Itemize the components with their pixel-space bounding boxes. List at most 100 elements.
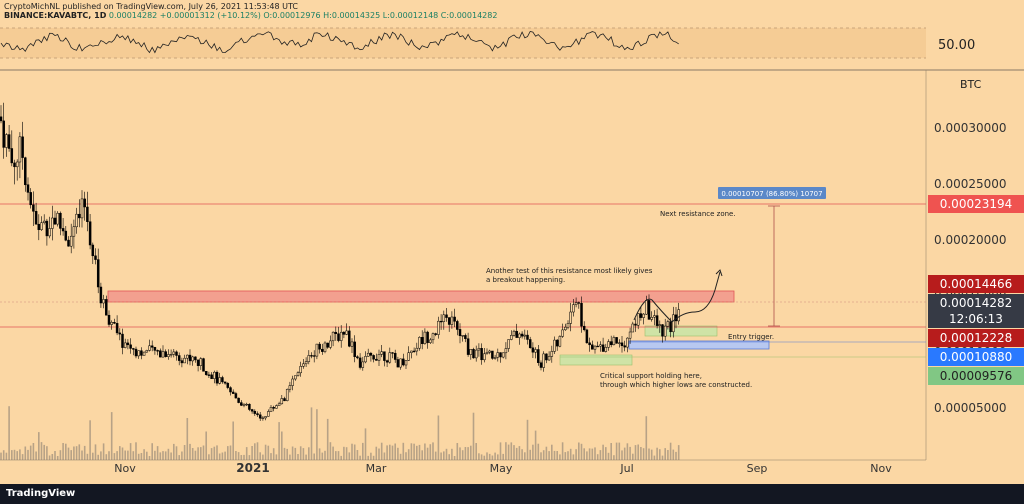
candle-body bbox=[283, 398, 286, 402]
candle-body bbox=[199, 358, 203, 366]
candle-body bbox=[607, 341, 610, 348]
candle-body bbox=[10, 148, 14, 164]
volume-bar bbox=[677, 445, 680, 460]
volume-bar bbox=[286, 448, 288, 460]
candle-body bbox=[88, 221, 92, 246]
chart-canvas[interactable]: 50.00 BTC 0.000050000.000100000.00015000… bbox=[0, 0, 1024, 484]
symbol-name: BINANCE:KAVABTC, 1D bbox=[4, 11, 107, 20]
volume-bar bbox=[386, 445, 388, 460]
volume-bar bbox=[178, 455, 180, 460]
candle-body bbox=[596, 345, 599, 348]
brand-logo[interactable]: TradingView bbox=[6, 488, 76, 499]
candle-body bbox=[399, 358, 402, 368]
price-label-last: 0.00014282 12:06:13 bbox=[928, 294, 1024, 328]
candle-body bbox=[202, 358, 205, 372]
volume-bar bbox=[348, 452, 351, 460]
candle-body bbox=[186, 354, 189, 359]
candle-body bbox=[628, 331, 632, 339]
candle-body bbox=[161, 351, 165, 358]
volume-bar bbox=[426, 447, 429, 460]
volume-bar bbox=[380, 442, 383, 460]
volume-bar bbox=[248, 455, 251, 460]
indicator-value-label: 50.00 bbox=[938, 38, 975, 53]
volume-bar bbox=[542, 450, 545, 460]
volume-bars bbox=[0, 406, 680, 460]
volume-bar bbox=[453, 456, 456, 460]
volume-bar bbox=[578, 442, 580, 460]
annotation-resistance-test-line1: Another test of this resistance most lik… bbox=[486, 267, 653, 275]
candle-body bbox=[450, 316, 454, 325]
candle-body bbox=[221, 377, 224, 383]
volume-bar bbox=[213, 446, 216, 460]
candle-body bbox=[393, 352, 397, 360]
candle-body bbox=[45, 220, 49, 237]
volume-bar bbox=[575, 449, 577, 460]
candle-body bbox=[574, 302, 578, 305]
candle-body bbox=[372, 355, 375, 360]
volume-bar bbox=[189, 443, 191, 460]
measure-badge-text: 0.00010707 (86.80%) 10707 bbox=[721, 190, 822, 198]
volume-bar bbox=[410, 443, 413, 460]
volume-bar bbox=[89, 420, 91, 460]
candle-body bbox=[672, 314, 675, 333]
candle-body bbox=[464, 335, 467, 339]
indicator-line bbox=[0, 31, 679, 54]
candle-body bbox=[42, 220, 46, 223]
volume-bar bbox=[59, 450, 62, 460]
candle-body bbox=[496, 352, 500, 358]
candle-body bbox=[156, 350, 159, 352]
volume-bar bbox=[135, 442, 137, 460]
candle-body bbox=[469, 349, 473, 355]
volume-bar bbox=[65, 443, 67, 460]
candle-body bbox=[299, 366, 302, 374]
candle-body bbox=[321, 348, 324, 352]
candle-body bbox=[666, 321, 670, 327]
unit-label: BTC bbox=[960, 78, 982, 91]
volume-bar bbox=[418, 444, 421, 460]
candle-body bbox=[91, 244, 95, 257]
entry-zone bbox=[644, 325, 718, 337]
volume-bar bbox=[602, 444, 604, 460]
volume-bar bbox=[202, 445, 205, 460]
candle-body bbox=[326, 342, 329, 348]
volume-bar bbox=[243, 454, 245, 460]
candle-body bbox=[561, 329, 564, 337]
candle-body bbox=[102, 299, 105, 304]
candle-body bbox=[477, 348, 481, 351]
volume-bar bbox=[167, 448, 170, 460]
candle-body bbox=[677, 309, 680, 322]
candle-body bbox=[323, 342, 327, 352]
volume-bar bbox=[656, 447, 658, 460]
volume-bar bbox=[591, 448, 594, 460]
candle-body bbox=[159, 350, 162, 358]
volume-bar bbox=[81, 450, 83, 460]
volume-bar bbox=[340, 455, 342, 460]
candle-body bbox=[337, 333, 340, 341]
price-label-critical-support-text: 0.00009576 bbox=[940, 369, 1013, 383]
candle-body bbox=[412, 350, 416, 353]
candle-body bbox=[2, 120, 5, 148]
volume-bar bbox=[667, 450, 669, 460]
volume-bar bbox=[513, 445, 515, 460]
x-tick-label: 2021 bbox=[236, 461, 269, 475]
volume-bar bbox=[653, 455, 656, 460]
volume-bar bbox=[564, 452, 567, 460]
candle-body bbox=[234, 393, 238, 399]
volume-bar bbox=[19, 449, 21, 460]
volume-bar bbox=[664, 448, 666, 460]
volume-bar bbox=[470, 445, 472, 460]
volume-bar bbox=[434, 451, 437, 460]
volume-bar bbox=[245, 447, 248, 460]
candle-body bbox=[258, 414, 262, 419]
volume-bar bbox=[256, 442, 259, 460]
volume-bar bbox=[599, 450, 602, 460]
volume-bar bbox=[183, 445, 186, 460]
volume-bar bbox=[13, 449, 16, 460]
candle-body bbox=[345, 330, 348, 335]
volume-bar bbox=[551, 444, 553, 460]
volume-bar bbox=[29, 445, 32, 460]
candle-body bbox=[609, 341, 613, 346]
candle-body bbox=[501, 352, 505, 358]
volume-bar bbox=[56, 456, 59, 460]
